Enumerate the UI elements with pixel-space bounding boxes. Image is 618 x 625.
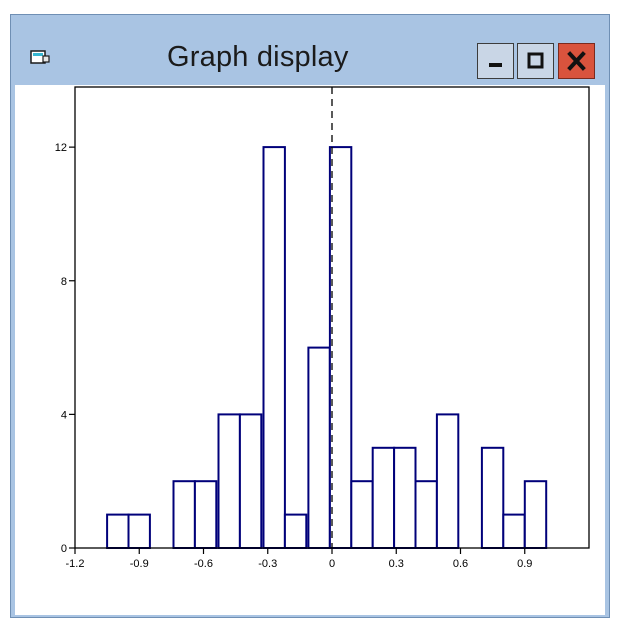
- histogram-chart: -1.2 -0.9 -0.6 -0.3 0 0.3 0.6 0.9 0 4 8 12: [55, 86, 590, 570]
- histogram-bar: [414, 480, 438, 550]
- maximize-button[interactable]: [517, 43, 554, 79]
- histogram-bar: [502, 513, 526, 550]
- x-tick-label: 0.3: [389, 558, 404, 570]
- histogram-bar: [262, 146, 286, 549]
- graph-area: -1.2 -0.9 -0.6 -0.3 0 0.3 0.6 0.9 0 4 8 12: [15, 85, 605, 615]
- minimize-icon: [489, 63, 502, 67]
- y-tick-label: 8: [61, 276, 67, 288]
- x-tick-label: 0.6: [453, 558, 468, 570]
- histogram-bar: [435, 413, 460, 549]
- y-tick-label: 12: [55, 142, 67, 154]
- histogram-bar: [193, 480, 218, 550]
- title-bar[interactable]: Graph display: [11, 15, 609, 87]
- histogram-bar: [371, 446, 396, 549]
- x-tick-label: -1.2: [66, 558, 85, 570]
- window-title: Graph display: [167, 41, 349, 73]
- x-tick-label: -0.3: [258, 558, 277, 570]
- maximize-icon: [527, 52, 544, 69]
- y-tick-label: 0: [61, 543, 67, 555]
- histogram-bar: [480, 446, 505, 549]
- y-tick-label: 4: [61, 409, 67, 421]
- histogram-bar: [523, 480, 548, 550]
- close-button[interactable]: [558, 43, 595, 79]
- x-tick-label: 0.9: [517, 558, 532, 570]
- histogram-bar: [217, 413, 241, 549]
- histogram-bar: [283, 513, 308, 550]
- histogram-bar: [393, 446, 417, 549]
- x-tick-label: 0: [329, 558, 335, 570]
- histogram-bar: [172, 480, 196, 550]
- histogram-bar: [307, 346, 331, 549]
- histogram-bar: [238, 413, 263, 549]
- app-icon[interactable]: [29, 47, 51, 69]
- close-icon: [567, 51, 586, 71]
- graph-display-window: Graph display -1.2 -0.9 -0.6 -0.3 0 0.3 0.6 0.9…: [10, 14, 610, 618]
- histogram-bar: [328, 146, 353, 549]
- x-tick-label: -0.6: [194, 558, 213, 570]
- histogram-bar: [350, 480, 374, 550]
- minimize-button[interactable]: [477, 43, 514, 79]
- histogram-bar: [106, 513, 130, 550]
- x-tick-label: -0.9: [130, 558, 149, 570]
- histogram-bar: [127, 513, 151, 550]
